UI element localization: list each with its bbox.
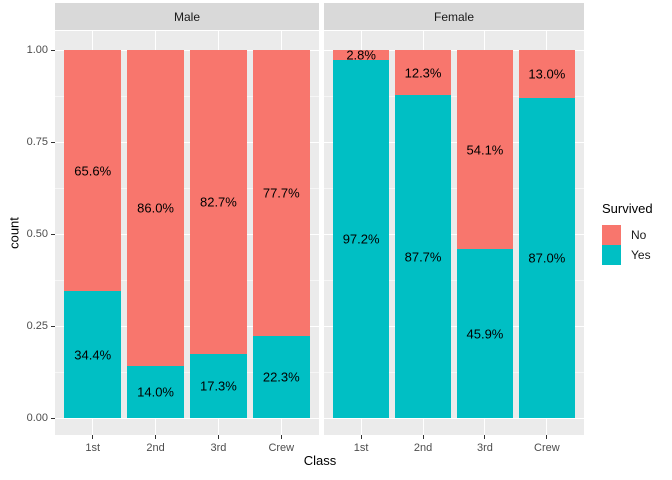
legend-key-yes: Yes xyxy=(602,245,653,265)
minor-gridline xyxy=(324,188,584,189)
major-gridline xyxy=(55,418,319,419)
bar-percentage-label-no: 2.8% xyxy=(346,47,376,63)
minor-gridline xyxy=(55,372,319,373)
x-axis-tick xyxy=(217,435,219,439)
bar-percentage-label-no: 86.0% xyxy=(137,200,174,216)
x-axis-tick xyxy=(360,435,362,439)
bar-segment-yes xyxy=(456,249,513,418)
bar-segment-no xyxy=(456,50,513,250)
legend-key-no: No xyxy=(602,225,653,245)
bar-segment-yes xyxy=(127,366,185,418)
bar-segment-no xyxy=(189,50,247,355)
facet-strip: Female xyxy=(324,3,584,30)
x-axis-tick xyxy=(280,435,282,439)
bar-percentage-label-no: 82.7% xyxy=(199,194,237,210)
x-tick-label: Crew xyxy=(268,442,295,454)
x-axis-tick xyxy=(484,435,486,439)
minor-gridline xyxy=(55,96,319,97)
x-axis-tick xyxy=(155,435,157,439)
bar-segment-no xyxy=(333,50,390,61)
bar-segment-yes xyxy=(189,354,247,418)
bar-percentage-label-yes: 34.4% xyxy=(74,347,112,363)
facet-panel: 65.6% 34.4% 86.0% 14.0% 82.7% 17.3% 77.7% 22.3% xyxy=(55,31,319,435)
x-tick-label: 1st xyxy=(353,442,369,454)
minor-gridline xyxy=(55,280,319,281)
x-tick-label: Crew xyxy=(534,442,560,454)
major-gridline xyxy=(324,326,584,327)
bar-percentage-label-yes: 45.9% xyxy=(466,326,504,342)
bar-percentage-label-no: 13.0% xyxy=(528,66,566,82)
bar-percentage-label-no: 65.6% xyxy=(74,163,112,179)
facet-strip: Male xyxy=(55,3,319,30)
major-gridline xyxy=(55,234,319,235)
y-tick-label: 0.75 xyxy=(26,136,48,148)
bar-percentage-label-yes: 17.3% xyxy=(199,378,237,394)
y-tick-label: 1.00 xyxy=(26,44,48,56)
minor-gridline xyxy=(324,372,584,373)
legend-title: Survived xyxy=(602,201,653,216)
x-tick-label: 2nd xyxy=(413,442,433,454)
y-axis-tick xyxy=(51,325,55,327)
x-tick-label: 3rd xyxy=(476,442,493,454)
major-gridline xyxy=(55,326,319,327)
minor-gridline xyxy=(324,280,584,281)
bar-segment-no xyxy=(518,50,575,98)
bar-segment-no xyxy=(252,50,310,336)
x-axis-title: Class xyxy=(303,453,337,468)
bar-percentage-label-no: 12.3% xyxy=(404,65,442,81)
x-axis-tick xyxy=(422,435,424,439)
legend-label-no: No xyxy=(631,228,647,242)
major-gridline xyxy=(55,142,319,143)
y-axis-tick xyxy=(51,417,55,419)
bar-segment-yes xyxy=(518,97,575,418)
y-axis-tick xyxy=(51,49,55,51)
bar-segment-no xyxy=(64,50,122,292)
x-tick-label: 3rd xyxy=(210,442,227,454)
bar-percentage-label-yes: 22.3% xyxy=(262,369,300,385)
bar-segment-yes xyxy=(64,291,122,418)
minor-gridline xyxy=(55,188,319,189)
bar-percentage-label-yes: 97.2% xyxy=(342,231,380,247)
y-axis-tick xyxy=(51,141,55,143)
bar-percentage-label-no: 77.7% xyxy=(262,185,300,201)
legend: Survived No Yes xyxy=(602,201,653,265)
bar-percentage-label-no: 54.1% xyxy=(466,142,504,158)
bar-segment-no xyxy=(127,50,185,367)
bar-percentage-label-yes: 87.0% xyxy=(528,250,566,266)
facet-panel: 2.8% 97.2% 12.3% 87.7% 54.1% 45.9% 13.0% 87.0% xyxy=(324,31,584,435)
major-gridline xyxy=(324,418,584,419)
legend-swatch-yes-icon xyxy=(602,245,621,265)
major-gridline xyxy=(324,50,584,51)
legend-label-yes: Yes xyxy=(631,248,651,262)
x-axis-tick xyxy=(546,435,548,439)
major-gridline xyxy=(324,234,584,235)
major-gridline xyxy=(55,50,319,51)
minor-gridline xyxy=(324,96,584,97)
x-tick-label: 1st xyxy=(85,442,101,454)
x-axis-tick xyxy=(92,435,94,439)
bar-segment-yes xyxy=(395,95,452,418)
y-tick-label: 0.25 xyxy=(26,320,48,332)
bar-segment-no xyxy=(395,50,452,96)
bar-percentage-label-yes: 14.0% xyxy=(137,384,174,400)
bar-segment-yes xyxy=(252,335,310,418)
bar-percentage-label-yes: 87.7% xyxy=(404,249,442,265)
x-tick-label: 2nd xyxy=(146,442,165,454)
legend-swatch-no-icon xyxy=(602,225,621,245)
bar-segment-yes xyxy=(333,60,390,418)
major-gridline xyxy=(324,142,584,143)
y-tick-label: 0.00 xyxy=(26,412,48,424)
y-axis-tick xyxy=(51,233,55,235)
y-tick-label: 0.50 xyxy=(26,228,48,240)
